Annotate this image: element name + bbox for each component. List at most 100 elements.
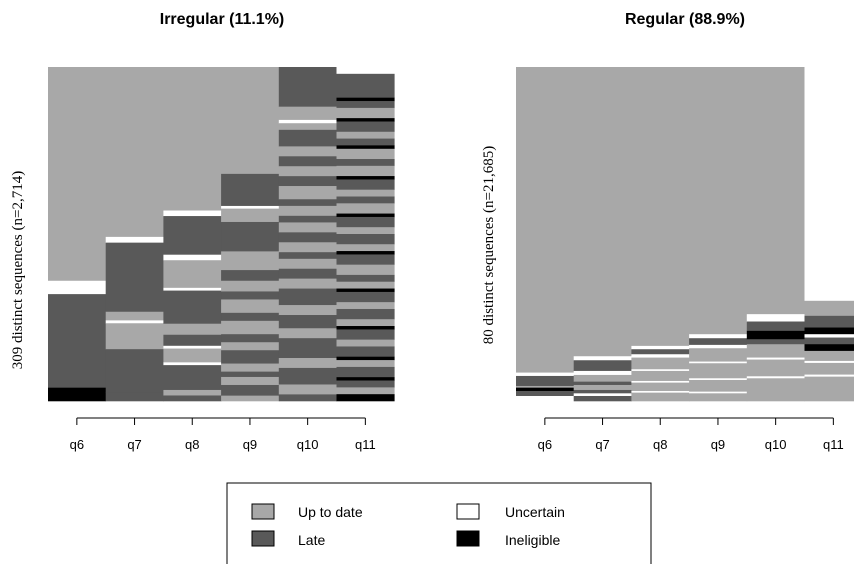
x-tick-label-q8: q8	[185, 437, 199, 452]
segment-p2-q8-9	[631, 390, 690, 393]
segment-p1-q11-12	[336, 165, 395, 177]
x-tick-label-q10: q10	[765, 437, 787, 452]
segment-p2-q9-9	[689, 391, 748, 394]
segment-p1-q10-15	[278, 242, 337, 253]
segment-p1-q9-10	[221, 312, 280, 322]
panel-1-plot	[48, 67, 395, 402]
segment-p2-q11-4	[804, 334, 854, 338]
segment-p2-q7-6	[573, 384, 632, 391]
segment-p1-q9-19	[221, 395, 280, 402]
panel-2-ylabel: 80 distinct sequences (n=21,685)	[481, 146, 497, 344]
segment-p1-q8-13	[163, 389, 222, 396]
segment-p1-q11-39	[336, 366, 395, 378]
segment-p1-q11-15	[336, 189, 395, 197]
segment-p1-q7-1	[105, 236, 164, 243]
segment-p1-q10-1	[278, 106, 337, 121]
segment-p1-q11-18	[336, 213, 395, 218]
segment-p1-q10-27	[278, 384, 337, 395]
segment-p1-q8-14	[163, 395, 222, 402]
segment-p2-q11-8	[804, 360, 854, 364]
segment-p1-q11-43	[336, 394, 395, 402]
segment-p2-q11-3	[804, 327, 854, 335]
segment-p1-q10-19	[278, 278, 337, 289]
segment-p1-q11-24	[336, 254, 395, 265]
segment-p1-q10-17	[278, 258, 337, 270]
segment-p2-q8-6	[631, 370, 690, 382]
segment-p2-q9-6	[689, 363, 748, 379]
panel-2-x-axis: q6 q7 q8 q9 q10 q11	[538, 417, 844, 452]
segment-p1-q10-2	[278, 119, 337, 124]
segment-p1-q9-7	[221, 280, 280, 292]
segment-p1-q10-28	[278, 394, 337, 402]
segment-p1-q11-29	[336, 291, 395, 303]
segment-p2-q7-8	[573, 393, 632, 397]
segment-p2-q11-7	[804, 350, 854, 362]
segment-p1-q10-7	[278, 166, 337, 177]
segment-p1-q11-40	[336, 377, 395, 381]
legend-swatch-late	[251, 530, 275, 547]
segment-p1-q10-20	[278, 288, 337, 306]
segment-p2-q8-4	[631, 357, 690, 370]
segment-p2-q7-0	[573, 67, 632, 357]
segment-p1-q11-22	[336, 244, 395, 252]
x-tick-label-q9: q9	[711, 437, 725, 452]
segment-p1-q7-0	[105, 67, 164, 238]
segment-p1-q10-3	[278, 123, 337, 131]
x-tick-label-q7: q7	[127, 437, 141, 452]
segment-p1-q9-5	[221, 251, 280, 271]
x-tick-label-q8: q8	[653, 437, 667, 452]
legend-label-uncertain: Uncertain	[505, 504, 565, 520]
segment-p2-q8-10	[631, 392, 690, 402]
segment-p1-q11-21	[336, 234, 395, 245]
segment-p1-q10-11	[278, 205, 337, 217]
segment-p2-q8-2	[631, 349, 690, 355]
segment-p1-q9-18	[221, 384, 280, 396]
segment-p2-q6-0	[516, 67, 575, 373]
segment-p2-q10-1	[746, 314, 805, 322]
segment-p1-q9-3	[221, 208, 280, 223]
segment-p2-q8-0	[631, 67, 690, 347]
segment-p1-q8-1	[163, 210, 222, 217]
segment-p1-q11-6	[336, 121, 395, 133]
segment-p1-q11-28	[336, 288, 395, 293]
segment-p2-q7-5	[573, 381, 632, 386]
segment-p1-q11-4	[336, 107, 395, 119]
segment-p1-q7-2	[105, 242, 164, 313]
segment-p2-q6-5	[516, 390, 575, 397]
segment-p1-q7-4	[105, 320, 164, 324]
segment-p1-q9-6	[221, 270, 280, 282]
segment-p2-q7-7	[573, 389, 632, 394]
segment-p1-q10-12	[278, 215, 337, 223]
segment-p2-q7-1	[573, 356, 632, 361]
panel-1-x-axis: q6 q7 q8 q9 q10 q11	[70, 417, 376, 452]
segment-p2-q6-6	[516, 395, 575, 402]
segment-p1-q10-0	[278, 67, 337, 107]
x-tick-label-q11: q11	[823, 437, 844, 452]
segment-p1-q11-36	[336, 346, 395, 357]
segment-p1-q11-16	[336, 196, 395, 204]
segment-p1-q6-3	[48, 387, 107, 402]
segment-p1-q10-13	[278, 222, 337, 233]
segment-p2-q11-1	[804, 300, 854, 317]
segment-p1-q11-33	[336, 326, 395, 330]
segment-p1-q9-4	[221, 221, 280, 252]
segment-p2-q10-6	[746, 357, 805, 360]
segment-p1-q9-11	[221, 320, 280, 335]
segment-p1-q11-30	[336, 302, 395, 310]
segment-p1-q11-32	[336, 319, 395, 327]
segment-p1-q8-4	[163, 260, 222, 289]
segment-p1-q8-2	[163, 216, 222, 255]
segment-p1-q11-17	[336, 203, 395, 214]
segment-p1-q6-1	[48, 280, 107, 295]
segment-p1-q11-14	[336, 179, 395, 190]
segment-p1-q8-9	[163, 345, 222, 349]
segment-p1-q11-0	[336, 67, 395, 75]
segment-p2-q10-2	[746, 321, 805, 332]
segment-p1-q11-9	[336, 145, 395, 150]
segment-p1-q7-7	[105, 392, 164, 402]
segment-p1-q9-17	[221, 376, 280, 386]
segment-p2-q9-10	[689, 393, 748, 402]
segment-p1-q11-35	[336, 339, 395, 347]
